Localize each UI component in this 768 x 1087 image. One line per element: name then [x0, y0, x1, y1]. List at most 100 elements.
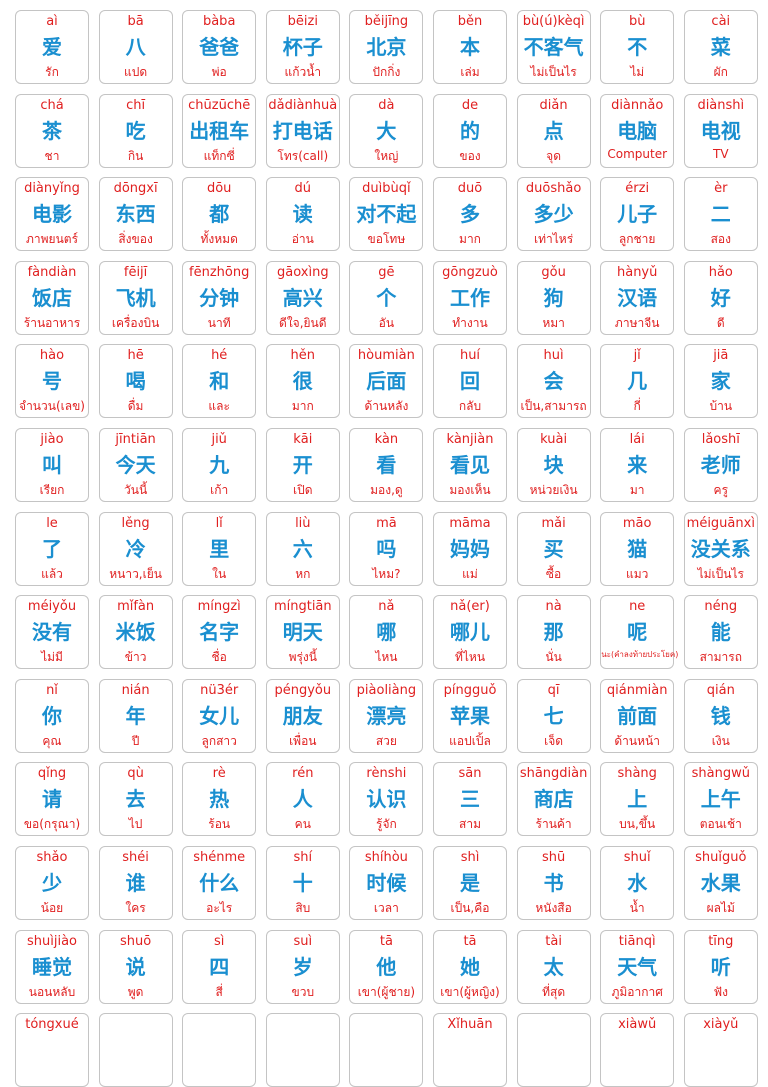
vocab-card[interactable]: shuǐguǒ 水果 ผลไม้ [683, 846, 758, 920]
vocab-card[interactable]: Xǐhuān [433, 1013, 507, 1087]
vocab-card[interactable]: píngguǒ 苹果 แอปเปิ้ล [433, 678, 507, 753]
vocab-card[interactable]: le 了 แล้ว [15, 511, 89, 586]
vocab-card[interactable]: qī 七 เจ็ด [516, 678, 591, 753]
vocab-card[interactable]: rén 人 คน [265, 762, 340, 837]
vocab-card[interactable]: mā 吗 ไหม? [349, 511, 424, 586]
vocab-card[interactable]: kāi 开 เปิด [265, 428, 340, 502]
vocab-card[interactable]: hěn 很 มาก [265, 344, 340, 419]
vocab-card[interactable]: hē 喝 ดื่ม [98, 344, 173, 419]
vocab-card[interactable]: míngtiān 明天 พรุ่งนี้ [265, 595, 340, 670]
vocab-card[interactable]: tā 他 เขา(ผู้ชาย) [349, 929, 424, 1004]
vocab-card[interactable]: hǎo 好 ดี [683, 260, 758, 335]
vocab-card[interactable]: nà 那 นั่น [516, 595, 591, 670]
vocab-card[interactable]: nǎ(er) 哪儿 ที่ไหน [433, 595, 507, 670]
vocab-card[interactable]: chūzūchē 出租车 แท็กซี่ [182, 93, 257, 168]
vocab-card[interactable]: shénme 什么 อะไร [182, 846, 257, 920]
vocab-card[interactable]: dǎdiànhuà 打电话 โทร(call) [265, 93, 340, 168]
vocab-card[interactable]: piàoliàng 漂亮 สวย [349, 678, 424, 753]
vocab-card[interactable]: gē 个 อัน [349, 260, 424, 335]
vocab-card[interactable]: jiā 家 บ้าน [683, 344, 758, 419]
vocab-card[interactable]: suì 岁 ขวบ [265, 929, 340, 1004]
vocab-card[interactable]: shàng 上 บน,ขึ้น [600, 762, 675, 837]
vocab-card[interactable]: běn 本 เล่ม [433, 10, 507, 84]
vocab-card[interactable]: shíhòu 时候 เวลา [349, 846, 424, 920]
vocab-card[interactable]: hào 号 จำนวน(เลข) [15, 344, 89, 419]
vocab-card[interactable]: duìbùqǐ 对不起 ขอโทษ [349, 177, 424, 252]
vocab-card[interactable]: gāoxìng 高兴 ดีใจ,ยินดี [265, 260, 340, 335]
vocab-card[interactable]: bēizi 杯子 แก้วน้ำ [265, 10, 340, 84]
vocab-card[interactable]: aì 爱 รัก [15, 10, 89, 84]
vocab-card[interactable]: chá 茶 ชา [15, 93, 89, 168]
vocab-card[interactable]: ne 呢 นะ(คำลงท้ายประโยค) [600, 595, 678, 670]
vocab-card[interactable]: jiào 叫 เรียก [15, 428, 89, 502]
vocab-card[interactable]: liù 六 หก [265, 511, 340, 586]
vocab-card[interactable]: péngyǒu 朋友 เพื่อน [265, 678, 340, 753]
vocab-card[interactable]: kuài 块 หน่วยเงิน [516, 428, 591, 502]
vocab-card[interactable]: qù 去 ไป [98, 762, 173, 837]
vocab-card[interactable] [98, 1013, 173, 1087]
vocab-card[interactable]: bù(ú)kèqì 不客气 ไม่เป็นไร [516, 10, 591, 84]
vocab-card[interactable]: tā 她 เขา(ผู้หญิง) [433, 929, 507, 1004]
vocab-card[interactable]: mǎi 买 ซื้อ [516, 511, 591, 586]
vocab-card[interactable]: shuìjiào 睡觉 นอนหลับ [15, 929, 89, 1004]
vocab-card[interactable]: érzi 儿子 ลูกชาย [600, 177, 675, 252]
vocab-card[interactable]: bàba 爸爸 พ่อ [182, 10, 257, 84]
vocab-card[interactable]: tiānqì 天气 ภูมิอากาศ [600, 929, 675, 1004]
vocab-card[interactable]: shì 是 เป็น,คือ [433, 846, 507, 920]
vocab-card[interactable]: nǎ 哪 ไหน [349, 595, 424, 670]
vocab-card[interactable]: dà 大 ใหญ่ [349, 93, 424, 168]
vocab-card[interactable]: diànshì 电视 TV [683, 93, 758, 168]
vocab-card[interactable]: duōshǎo 多少 เท่าไหร่ [516, 177, 591, 252]
vocab-card[interactable]: dōngxī 东西 สิ่งของ [98, 177, 173, 252]
vocab-card[interactable]: hé 和 และ [182, 344, 257, 419]
vocab-card[interactable]: méiguānxì 没关系 ไม่เป็นไร [683, 511, 758, 586]
vocab-card[interactable]: rènshi 认识 รู้จัก [349, 762, 424, 837]
vocab-card[interactable]: kàn 看 มอง,ดู [349, 428, 424, 502]
vocab-card[interactable]: shéi 谁 ใคร [98, 846, 173, 920]
vocab-card[interactable]: dōu 都 ทั้งหมด [182, 177, 257, 252]
vocab-card[interactable]: tīng 听 ฟัง [683, 929, 758, 1004]
vocab-card[interactable]: diǎn 点 จุด [516, 93, 591, 168]
vocab-card[interactable]: nián 年 ปี [98, 678, 173, 753]
vocab-card[interactable]: lǐ 里 ใน [182, 511, 257, 586]
vocab-card[interactable]: shuō 说 พูด [98, 929, 173, 1004]
vocab-card[interactable]: rè 热 ร้อน [182, 762, 257, 837]
vocab-card[interactable]: shū 书 หนังสือ [516, 846, 591, 920]
vocab-card[interactable]: lǎoshī 老师 ครู [683, 428, 758, 502]
vocab-card[interactable]: mǐfàn 米饭 ข้าว [98, 595, 173, 670]
vocab-card[interactable]: gǒu 狗 หมา [516, 260, 591, 335]
vocab-card[interactable]: diànyǐng 电影 ภาพยนตร์ [15, 177, 89, 252]
vocab-card[interactable]: dú 读 อ่าน [265, 177, 340, 252]
vocab-card[interactable]: hànyǔ 汉语 ภาษาจีน [600, 260, 675, 335]
vocab-card[interactable]: shǎo 少 น้อย [15, 846, 89, 920]
vocab-card[interactable]: de 的 ของ [433, 93, 507, 168]
vocab-card[interactable]: qiánmiàn 前面 ด้านหน้า [600, 678, 675, 753]
vocab-card[interactable]: tài 太 ที่สุด [516, 929, 591, 1004]
vocab-card[interactable]: sì 四 สี่ [182, 929, 257, 1004]
vocab-card[interactable]: cài 菜 ผัก [683, 10, 758, 84]
vocab-card[interactable] [349, 1013, 424, 1087]
vocab-card[interactable]: qián 钱 เงิน [683, 678, 758, 753]
vocab-card[interactable]: bā 八 แปด [98, 10, 173, 84]
vocab-card[interactable]: míngzì 名字 ชื่อ [182, 595, 257, 670]
vocab-card[interactable]: hòumiàn 后面 ด้านหลัง [349, 344, 424, 419]
vocab-card[interactable]: huì 会 เป็น,สามารถ [516, 344, 591, 419]
vocab-card[interactable]: xiàyǔ [683, 1013, 758, 1087]
vocab-card[interactable] [182, 1013, 257, 1087]
vocab-card[interactable]: méiyǒu 没有 ไม่มี [15, 595, 89, 670]
vocab-card[interactable]: jǐ 几 กี่ [600, 344, 675, 419]
vocab-card[interactable]: shí 十 สิบ [265, 846, 340, 920]
vocab-card[interactable]: fēnzhōng 分钟 นาที [182, 260, 257, 335]
vocab-card[interactable]: běijīng 北京 ปักกิ่ง [349, 10, 424, 84]
vocab-card[interactable]: kànjiàn 看见 มองเห็น [433, 428, 507, 502]
vocab-card[interactable]: shāngdiàn 商店 ร้านค้า [516, 762, 591, 837]
vocab-card[interactable]: nǐ 你 คุณ [15, 678, 89, 753]
vocab-card[interactable]: shuǐ 水 น้ำ [600, 846, 675, 920]
vocab-card[interactable]: duō 多 มาก [433, 177, 507, 252]
vocab-card[interactable]: māma 妈妈 แม่ [433, 511, 507, 586]
vocab-card[interactable]: jiǔ 九 เก้า [182, 428, 257, 502]
vocab-card[interactable]: shàngwǔ 上午 ตอนเช้า [683, 762, 758, 837]
vocab-card[interactable]: chī 吃 กิน [98, 93, 173, 168]
vocab-card[interactable]: tóngxué [15, 1013, 89, 1087]
vocab-card[interactable]: māo 猫 แมว [600, 511, 675, 586]
